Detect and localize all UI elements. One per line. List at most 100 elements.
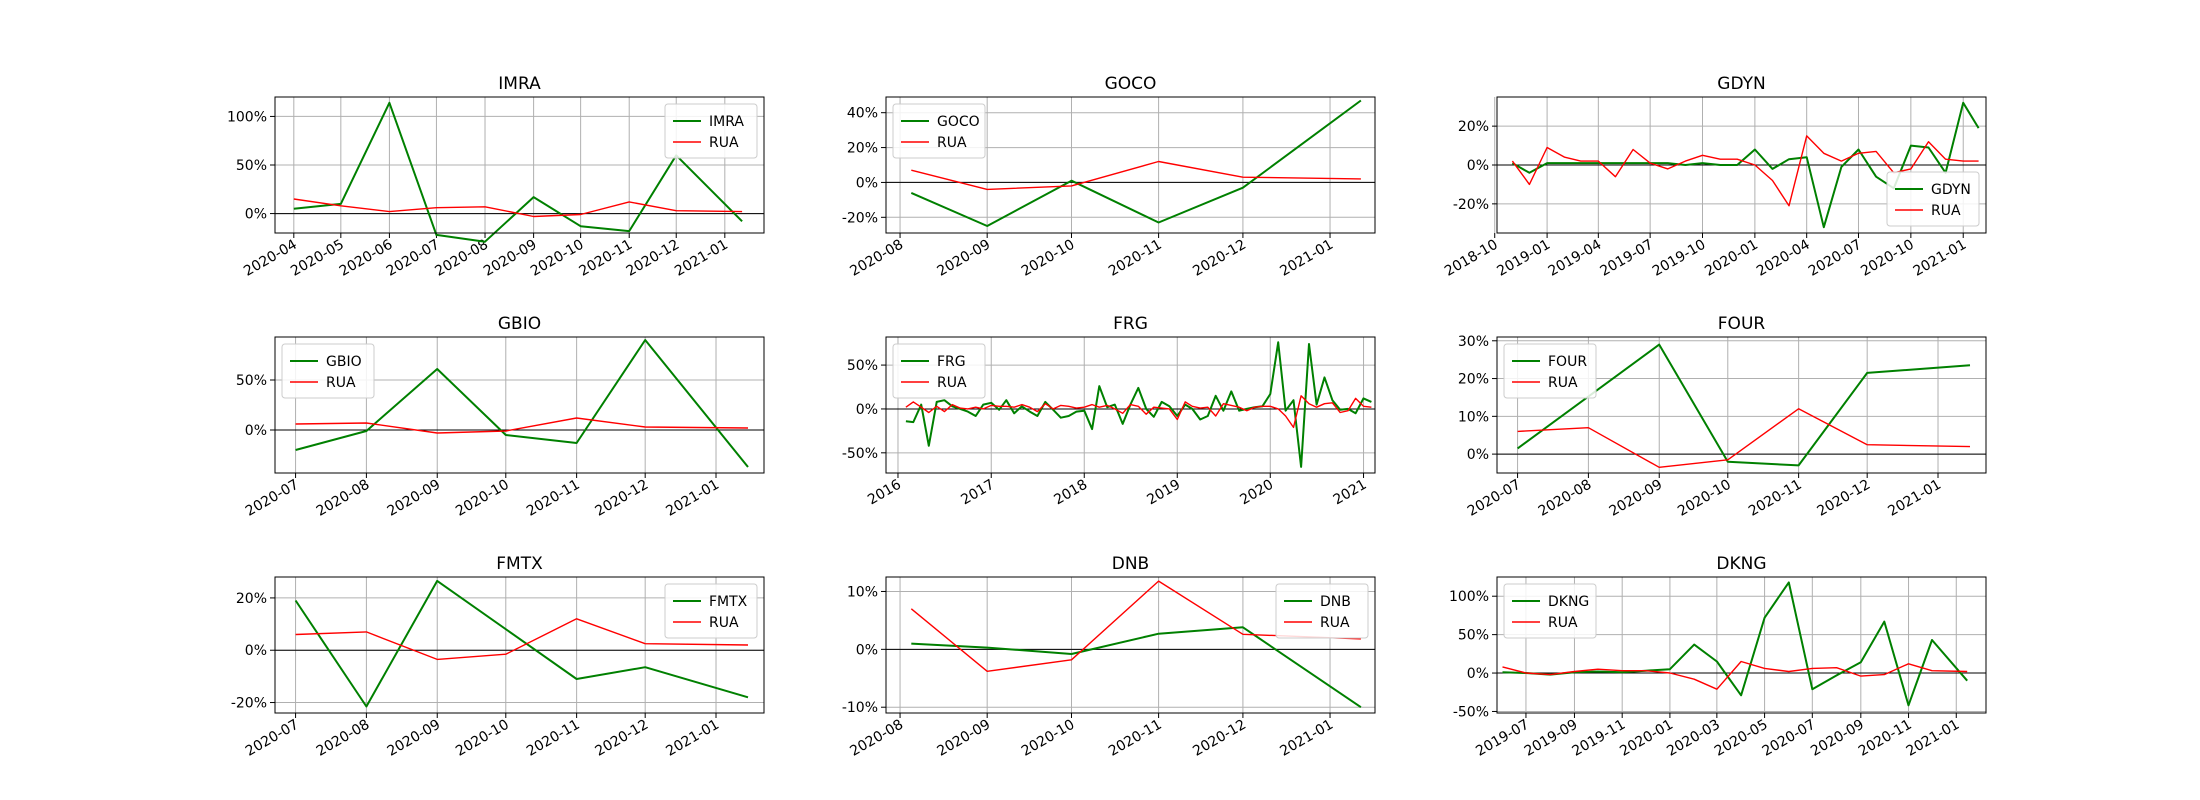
axes-frame (885, 576, 1376, 714)
x-tick-label: 2020-12 (1190, 237, 1249, 280)
legend-box (281, 343, 375, 399)
series-line-rua (1517, 408, 1971, 468)
y-tick-label: 30% (1458, 334, 1489, 350)
y-tick-label: 100% (1449, 589, 1489, 605)
x-tick-label: 2019-10 (1650, 237, 1709, 280)
y-tick-label: -50% (842, 446, 878, 462)
chart-title: FRG (1113, 314, 1148, 334)
x-tick-label: 2020-09 (481, 237, 540, 280)
legend-label-rua: RUA (937, 375, 967, 391)
x-tick-label: 2021-01 (672, 237, 731, 280)
y-tick-label: -50% (1453, 704, 1489, 720)
chart-title: FMTX (496, 554, 543, 574)
y-tick-label: 50% (847, 358, 878, 374)
series-line-dkng (1502, 581, 1968, 707)
subplot-imra: 2020-042020-052020-062020-072020-082020-… (227, 74, 765, 280)
series-line-fmtx (294, 579, 749, 708)
y-tick-label: 50% (1458, 628, 1489, 644)
y-tick-label: -20% (231, 696, 267, 712)
x-tick-label: 2020-01 (1702, 237, 1761, 280)
series-line-goco (910, 99, 1362, 227)
x-tick-label: 2020-10 (1858, 237, 1917, 280)
axes-frame (274, 576, 765, 714)
legend-label-rua: RUA (709, 135, 739, 151)
series-line-gbio (295, 339, 749, 468)
series-line-dnb (911, 626, 1362, 709)
legend-label-goco: GOCO (937, 114, 980, 130)
x-tick-label: 2020-09 (385, 717, 444, 760)
series-line-rua (910, 580, 1361, 672)
series-line-rua (295, 417, 749, 434)
x-tick-label: 2020-07 (1760, 717, 1819, 760)
y-tick-label: 20% (236, 591, 267, 607)
legend: DKNG RUA (1503, 583, 1597, 639)
y-tick-label: 0% (1467, 447, 1489, 463)
legend-box (1886, 171, 1980, 227)
axes-frame (1496, 96, 1987, 234)
legend: GOCO RUA (892, 103, 986, 159)
series-line-rua (1511, 135, 1979, 207)
y-tick-label: -20% (842, 210, 878, 226)
chart-title: GBIO (498, 314, 541, 334)
x-tick-label: 2020-05 (288, 237, 347, 280)
legend-box (1503, 583, 1597, 639)
legend-box (1275, 583, 1369, 639)
x-tick-label: 2016 (865, 477, 904, 509)
chart-title: IMRA (498, 74, 541, 94)
x-tick-label: 2020-12 (593, 477, 652, 520)
series-line-imra (293, 101, 743, 243)
legend-label-fmtx: FMTX (709, 594, 748, 610)
legend-label-frg: FRG (937, 354, 966, 370)
x-tick-label: 2019-09 (1522, 717, 1581, 760)
legend-box (664, 103, 758, 159)
x-tick-label: 2021-01 (1885, 477, 1944, 520)
y-tick-label: 20% (1458, 372, 1489, 388)
x-tick-label: 2020-10 (1019, 237, 1078, 280)
x-tick-label: 2020-10 (453, 717, 512, 760)
legend-label-rua: RUA (326, 375, 356, 391)
legend: FOUR RUA (1503, 343, 1597, 399)
series-line-rua (911, 160, 1361, 191)
x-tick-label: 2019-07 (1473, 717, 1532, 760)
chart-title: DKNG (1716, 554, 1766, 574)
legend-label-rua: RUA (1320, 615, 1350, 631)
y-tick-label: 0% (856, 642, 878, 658)
series-line-frg (905, 341, 1372, 468)
x-tick-label: 2020-12 (1815, 477, 1874, 520)
x-tick-label: 2020-09 (1607, 477, 1666, 520)
y-tick-label: 100% (227, 109, 267, 125)
y-tick-label: 0% (1467, 158, 1489, 174)
chart-title: DNB (1112, 554, 1149, 574)
x-tick-label: 2020-10 (1675, 477, 1734, 520)
x-tick-label: 2020-03 (1664, 717, 1723, 760)
legend-label-rua: RUA (937, 135, 967, 151)
x-tick-label: 2020-07 (1465, 477, 1524, 520)
y-tick-label: 0% (245, 643, 267, 659)
x-tick-label: 2021-01 (663, 717, 722, 760)
x-tick-label: 2020-09 (385, 477, 444, 520)
legend-label-dnb: DNB (1320, 594, 1351, 610)
x-tick-label: 2020-01 (1617, 717, 1676, 760)
x-tick-label: 2021-01 (663, 477, 722, 520)
legend: DNB RUA (1275, 583, 1369, 639)
x-tick-label: 2020 (1237, 477, 1276, 509)
x-tick-label: 2020-08 (314, 717, 373, 760)
x-tick-label: 2020-05 (1712, 717, 1771, 760)
x-tick-label: 2020-08 (314, 477, 373, 520)
chart-title: GDYN (1717, 74, 1765, 94)
x-tick-label: 2020-11 (577, 237, 636, 280)
x-tick-label: 2018 (1051, 477, 1090, 509)
x-tick-label: 2020-07 (243, 717, 302, 760)
x-tick-label: 2020-11 (1746, 477, 1805, 520)
legend: IMRA RUA (664, 103, 758, 159)
series-line-rua (1502, 660, 1968, 690)
x-tick-label: 2020-11 (524, 477, 583, 520)
legend: FRG RUA (892, 343, 986, 399)
x-tick-label: 2020-10 (453, 477, 512, 520)
y-tick-label: 10% (847, 584, 878, 600)
x-tick-label: 2020-11 (1106, 237, 1165, 280)
x-tick-label: 2017 (958, 477, 997, 509)
x-tick-label: 2020-07 (243, 477, 302, 520)
series-line-rua (905, 395, 1372, 429)
x-tick-label: 2019-07 (1597, 237, 1656, 280)
